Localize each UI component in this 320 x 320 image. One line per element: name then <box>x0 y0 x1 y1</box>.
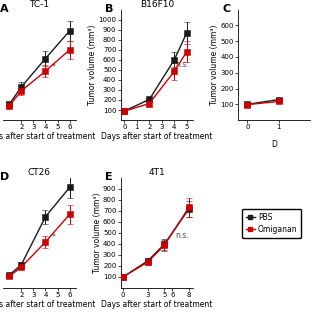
Text: D: D <box>271 140 277 149</box>
Text: E: E <box>105 172 112 182</box>
Text: C: C <box>222 4 230 14</box>
Y-axis label: Tumor volume (mm³): Tumor volume (mm³) <box>210 25 219 105</box>
Text: B: B <box>105 4 113 14</box>
Text: n.s.: n.s. <box>175 231 188 240</box>
Text: D: D <box>0 172 9 182</box>
Title: TC-1: TC-1 <box>29 0 50 9</box>
X-axis label: Days after start of treatment: Days after start of treatment <box>0 300 95 308</box>
Title: CT26: CT26 <box>28 168 51 177</box>
X-axis label: Days after start of treatment: Days after start of treatment <box>0 132 95 140</box>
Y-axis label: Tumor volume (mm³): Tumor volume (mm³) <box>88 25 97 105</box>
Text: A: A <box>0 4 8 14</box>
Legend: PBS, Omiganan: PBS, Omiganan <box>242 209 301 238</box>
Text: n.s.: n.s. <box>176 60 189 69</box>
X-axis label: Days after start of treatment: Days after start of treatment <box>101 132 212 140</box>
X-axis label: Days after start of treatment: Days after start of treatment <box>101 300 212 308</box>
Text: *: * <box>52 233 56 242</box>
Title: 4T1: 4T1 <box>148 168 165 177</box>
Y-axis label: Tumor volume (mm³): Tumor volume (mm³) <box>92 193 101 273</box>
Text: *: * <box>52 63 56 73</box>
Title: B16F10: B16F10 <box>140 0 174 9</box>
